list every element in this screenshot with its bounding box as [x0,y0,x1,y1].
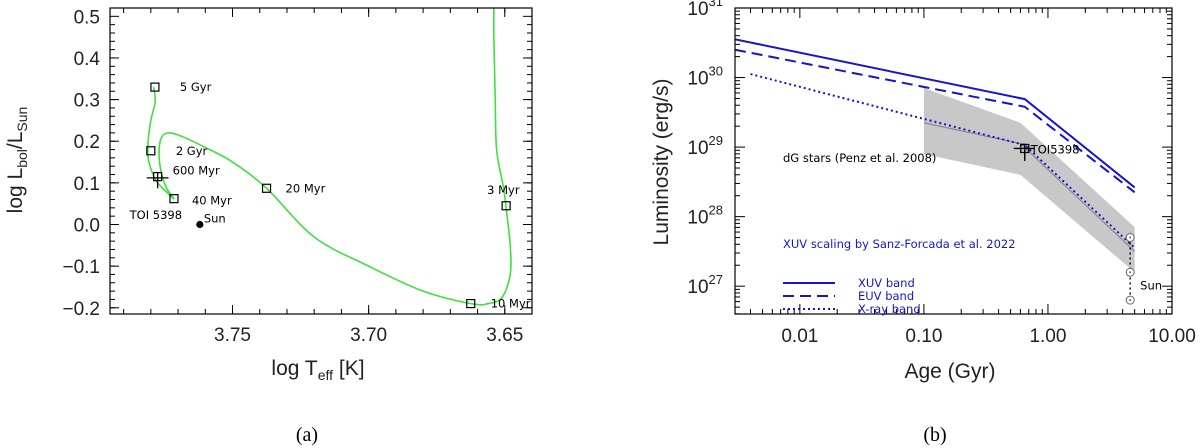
legend-label: EUV band [858,289,914,303]
y-tick-label: 1031 [687,0,723,20]
target-label: TOI 5398 [129,208,182,222]
panel-b-label: (b) [923,424,946,446]
model-marker [146,146,156,156]
panel-b-points: TOI5398 Sun [1013,142,1162,305]
x-tick-label: 3.65 [486,325,523,346]
model-marker [501,201,511,211]
panel-b: 0.01 0.10 1.00 10.00 1027 1028 1029 1030 1031 TO… [650,0,1196,446]
y-tick-label: 0.3 [74,91,100,112]
model-marker [261,183,272,193]
legend-label: XUV band [858,276,915,290]
sun-marker-dot [1129,271,1132,274]
sun-marker-dot [1129,299,1132,302]
model-label: 2 Gyr [176,144,208,158]
y-tick-label: 1029 [687,133,723,159]
y-tick-label: −0.1 [62,257,100,278]
panel-b-ylabel: Luminosity (erg/s) [650,79,673,246]
panel-a: 3.75 3.70 3.65 −0.2 −0.1 0.0 0.1 0.2 0.3 0.4 0.5 5… [4,7,533,446]
panel-a-ylabel: log Lbol/LSun [4,107,30,214]
y-tick-label: 0.4 [74,49,101,70]
model-label: 20 Myr [286,181,326,195]
sun-marker [196,220,204,229]
y-tick-label: 1027 [687,272,723,298]
model-marker [150,82,160,92]
panel-b-lines [734,38,1136,249]
legend-label: X-ray band [858,302,921,316]
sun-label: Sun [204,211,226,225]
scaling-annotation: XUV scaling by Sanz-Forcada et al. 2022 [783,237,1016,251]
target-marker [1020,143,1030,154]
panel-a-xlabel: log Teff [K] [271,357,364,383]
model-marker [466,298,476,309]
x-tick-label: 1.00 [1029,326,1066,347]
x-tick-label: 0.10 [905,326,942,347]
y-tick-label: 1030 [687,64,723,90]
panel-a-track [146,7,512,306]
model-label: 5 Gyr [180,80,212,94]
panel-b-ticks: 0.01 0.10 1.00 10.00 1027 1028 1029 1030 1031 [687,0,1195,347]
model-label: 3 Myr [487,183,520,197]
model-label: 600 Myr [173,164,220,178]
panel-a-ticks: 3.75 3.70 3.65 −0.2 −0.1 0.0 0.1 0.2 0.3 0.4 0.5 [62,7,533,346]
model-label: 40 Myr [192,194,232,208]
panel-b-xlabel: Age (Gyr) [904,360,995,383]
x-tick-label: 0.01 [781,326,818,347]
panel-a-points: 5 Gyr 2 Gyr 600 Myr 40 Myr 20 Myr 3 Myr 10 Myr… [129,80,531,310]
y-tick-label: 0.2 [74,132,100,153]
sun-marker-dot [1129,236,1132,239]
y-tick-label: 0.1 [74,174,100,195]
y-tick-label: 1028 [687,203,723,229]
panel-a-label: (a) [296,424,318,446]
band-label: dG stars (Penz et al. 2008) [783,151,936,165]
evolutionary-track [146,7,512,306]
model-marker [169,194,179,204]
x-tick-label: 3.75 [214,325,251,346]
target-label: TOI5398 [1030,142,1080,156]
x-tick-label: 3.70 [350,325,387,346]
sun-label: Sun [1140,278,1162,292]
y-tick-label: 0.5 [74,7,100,28]
y-tick-label: −0.2 [62,299,100,320]
series-dashed [734,48,1136,194]
panel-b-frame [734,7,1173,315]
panel-a-frame [109,7,533,315]
model-label: 10 Myr [491,297,531,311]
series-solid [734,38,1136,189]
panel-b-band [923,87,1136,273]
y-tick-label: 0.0 [74,215,100,236]
x-tick-label: 10.00 [1148,326,1196,347]
dg-stars-median [923,122,1136,252]
